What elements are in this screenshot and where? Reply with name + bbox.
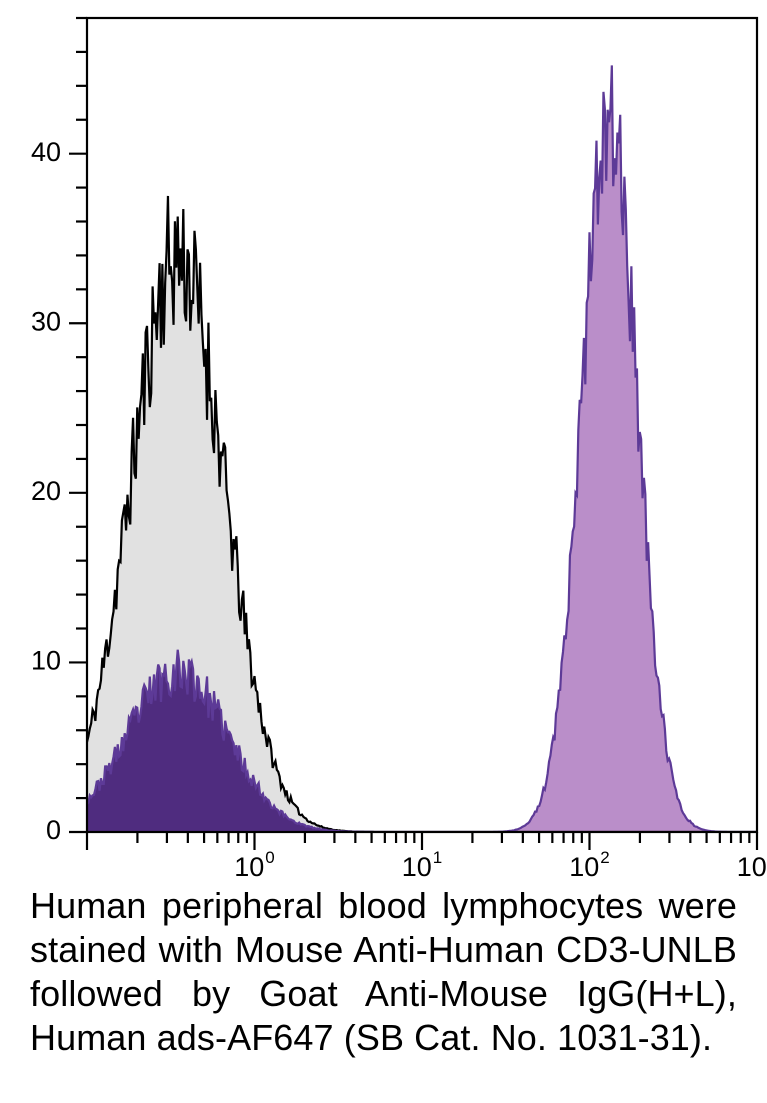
- svg-text:30: 30: [31, 306, 61, 336]
- svg-text:101: 101: [402, 848, 443, 880]
- chart-svg: 0 10 20 30 40 100 101 102 103: [0, 0, 767, 880]
- svg-text:20: 20: [31, 476, 61, 506]
- figure-caption: Human peripheral blood lymphocytes were …: [0, 880, 767, 1060]
- svg-text:40: 40: [31, 137, 61, 167]
- svg-text:102: 102: [569, 848, 610, 880]
- svg-text:100: 100: [234, 848, 275, 880]
- svg-text:0: 0: [46, 815, 61, 845]
- svg-text:103: 103: [737, 848, 767, 880]
- histogram-chart: 0 10 20 30 40 100 101 102 103: [0, 0, 767, 880]
- svg-text:10: 10: [31, 646, 61, 676]
- figure-container: 0 10 20 30 40 100 101 102 103 Human peripheral b…: [0, 0, 767, 1103]
